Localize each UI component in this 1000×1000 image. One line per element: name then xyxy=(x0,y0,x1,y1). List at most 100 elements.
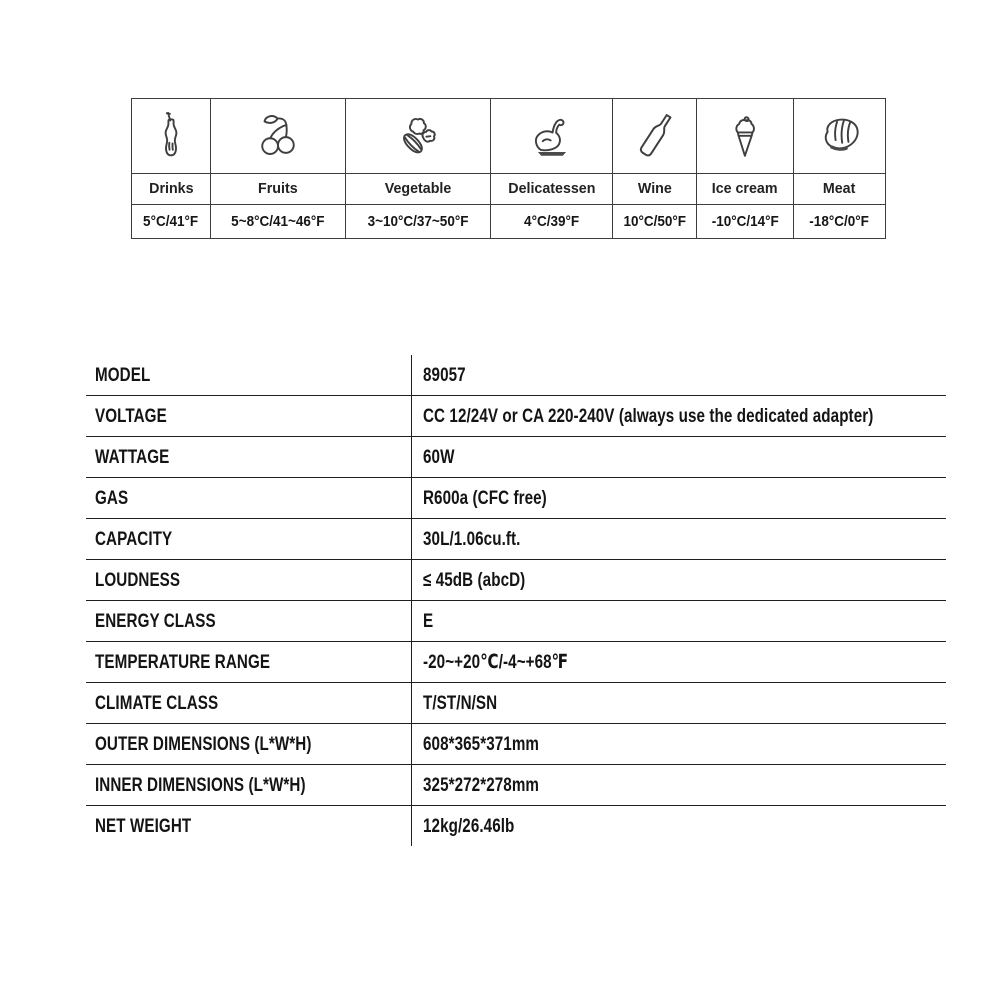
spec-row: CAPACITY 30L/1.06cu.ft. xyxy=(86,519,946,560)
spec-label: CLIMATE CLASS xyxy=(95,691,219,714)
spec-label: OUTER DIMENSIONS (L*W*H) xyxy=(95,732,312,755)
spec-value: 30L/1.06cu.ft. xyxy=(423,527,521,550)
spec-label-cell: ENERGY CLASS xyxy=(86,601,412,641)
spec-value: 608*365*371mm xyxy=(423,732,540,755)
spec-label: MODEL xyxy=(95,363,151,386)
food-temp-value: 4°C/39°F xyxy=(523,212,580,230)
spec-value-cell: 60W xyxy=(412,437,946,477)
spec-value-cell: 325*272*278mm xyxy=(412,765,946,805)
spec-label: NET WEIGHT xyxy=(95,814,192,837)
food-temp-cell: 3~10°C/37~50°F xyxy=(345,204,491,239)
spec-label-cell: CAPACITY xyxy=(86,519,412,559)
spec-label: TEMPERATURE RANGE xyxy=(95,650,271,673)
food-temp-value: 5°C/41°F xyxy=(143,212,199,230)
spec-value: E xyxy=(423,609,434,632)
food-category-cell: Drinks xyxy=(131,173,211,205)
food-icons-row xyxy=(131,98,886,174)
food-labels-row: Drinks Fruits Vegetable Delicatessen Wine Ice… xyxy=(131,173,886,205)
food-temp-value: 3~10°C/37~50°F xyxy=(367,212,469,230)
spec-row: ENERGY CLASS E xyxy=(86,601,946,642)
food-category-cell: Fruits xyxy=(210,173,346,205)
food-category-cell: Vegetable xyxy=(345,173,491,205)
spec-value: -20~+20℃/-4~+68℉ xyxy=(423,651,569,673)
food-temp-value: 5~8°C/41~46°F xyxy=(231,212,325,230)
spec-label-cell: INNER DIMENSIONS (L*W*H) xyxy=(86,765,412,805)
spec-value: 60W xyxy=(423,445,455,468)
spec-row: VOLTAGE CC 12/24V or CA 220-240V (always… xyxy=(86,396,946,437)
spec-label-cell: VOLTAGE xyxy=(86,396,412,436)
food-category-label: Wine xyxy=(637,180,672,197)
food-category-label: Fruits xyxy=(258,180,298,197)
food-category-cell: Meat xyxy=(793,173,886,205)
food-category-cell: Delicatessen xyxy=(490,173,613,205)
spec-value-cell: E xyxy=(412,601,946,641)
spec-label: GAS xyxy=(95,486,129,509)
spec-row: TEMPERATURE RANGE -20~+20℃/-4~+68℉ xyxy=(86,642,946,683)
spec-value: R600a (CFC free) xyxy=(423,486,547,509)
cherries-icon xyxy=(210,98,346,174)
spec-value: ≤ 45dB (abcD) xyxy=(423,568,526,591)
spec-row: NET WEIGHT 12kg/26.46lb xyxy=(86,806,946,846)
spec-value-cell: T/ST/N/SN xyxy=(412,683,946,723)
food-category-label: Ice cream xyxy=(712,180,778,197)
food-storage-temperature-table: Drinks Fruits Vegetable Delicatessen Wine Ice… xyxy=(131,98,886,239)
steak-icon xyxy=(793,98,886,174)
spec-label-cell: WATTAGE xyxy=(86,437,412,477)
spec-value-cell: 608*365*371mm xyxy=(412,724,946,764)
food-category-cell: Wine xyxy=(612,173,697,205)
spec-value: 325*272*278mm xyxy=(423,773,540,796)
food-temp-value: -10°C/14°F xyxy=(711,212,779,230)
spec-label: CAPACITY xyxy=(95,527,173,550)
spec-label: INNER DIMENSIONS (L*W*H) xyxy=(95,773,306,796)
food-temp-cell: -10°C/14°F xyxy=(696,204,794,239)
spec-label-cell: NET WEIGHT xyxy=(86,806,412,846)
spec-label-cell: LOUDNESS xyxy=(86,560,412,600)
roast-chicken-icon xyxy=(490,98,613,174)
spec-row: CLIMATE CLASS T/ST/N/SN xyxy=(86,683,946,724)
spec-value-cell: 12kg/26.46lb xyxy=(412,806,946,846)
spec-row: MODEL 89057 xyxy=(86,355,946,396)
spec-value-cell: ≤ 45dB (abcD) xyxy=(412,560,946,600)
spec-row: INNER DIMENSIONS (L*W*H) 325*272*278mm xyxy=(86,765,946,806)
spec-label: VOLTAGE xyxy=(95,404,167,427)
food-temp-cell: 5~8°C/41~46°F xyxy=(210,204,346,239)
food-category-label: Meat xyxy=(823,180,856,197)
spec-value-cell: R600a (CFC free) xyxy=(412,478,946,518)
drink-bottle-icon xyxy=(131,98,211,174)
spec-value: CC 12/24V or CA 220-240V (always use the… xyxy=(423,404,874,427)
food-temp-cell: 5°C/41°F xyxy=(131,204,211,239)
ice-cream-icon xyxy=(696,98,794,174)
food-temps-row: 5°C/41°F 5~8°C/41~46°F 3~10°C/37~50°F 4°C/3… xyxy=(131,204,886,239)
food-temp-cell: 10°C/50°F xyxy=(612,204,697,239)
spec-value: T/ST/N/SN xyxy=(423,691,498,714)
spec-label: LOUDNESS xyxy=(95,568,181,591)
spec-value-cell: 89057 xyxy=(412,355,946,395)
food-category-cell: Ice cream xyxy=(696,173,794,205)
food-temp-cell: 4°C/39°F xyxy=(490,204,613,239)
spec-value-cell: CC 12/24V or CA 220-240V (always use the… xyxy=(412,396,1000,436)
food-temp-value: 10°C/50°F xyxy=(623,212,686,230)
spec-row: LOUDNESS ≤ 45dB (abcD) xyxy=(86,560,946,601)
spec-row: GAS R600a (CFC free) xyxy=(86,478,946,519)
spec-label-cell: OUTER DIMENSIONS (L*W*H) xyxy=(86,724,412,764)
food-category-label: Vegetable xyxy=(384,180,452,197)
spec-label-cell: MODEL xyxy=(86,355,412,395)
spec-row: WATTAGE 60W xyxy=(86,437,946,478)
product-spec-table: MODEL 89057 VOLTAGE CC 12/24V or CA 220-… xyxy=(86,355,946,846)
spec-value-cell: -20~+20℃/-4~+68℉ xyxy=(412,642,946,682)
spec-value: 12kg/26.46lb xyxy=(423,814,515,837)
spec-label-cell: CLIMATE CLASS xyxy=(86,683,412,723)
food-category-label: Delicatessen xyxy=(507,180,596,197)
spec-row: OUTER DIMENSIONS (L*W*H) 608*365*371mm xyxy=(86,724,946,765)
food-temp-cell: -18°C/0°F xyxy=(793,204,886,239)
vegetable-icon xyxy=(345,98,491,174)
spec-value: 89057 xyxy=(423,363,466,386)
wine-bottle-icon xyxy=(612,98,697,174)
food-category-label: Drinks xyxy=(148,180,194,197)
spec-label-cell: TEMPERATURE RANGE xyxy=(86,642,412,682)
spec-label-cell: GAS xyxy=(86,478,412,518)
spec-label: WATTAGE xyxy=(95,445,170,468)
food-temp-value: -18°C/0°F xyxy=(809,212,870,230)
spec-label: ENERGY CLASS xyxy=(95,609,216,632)
